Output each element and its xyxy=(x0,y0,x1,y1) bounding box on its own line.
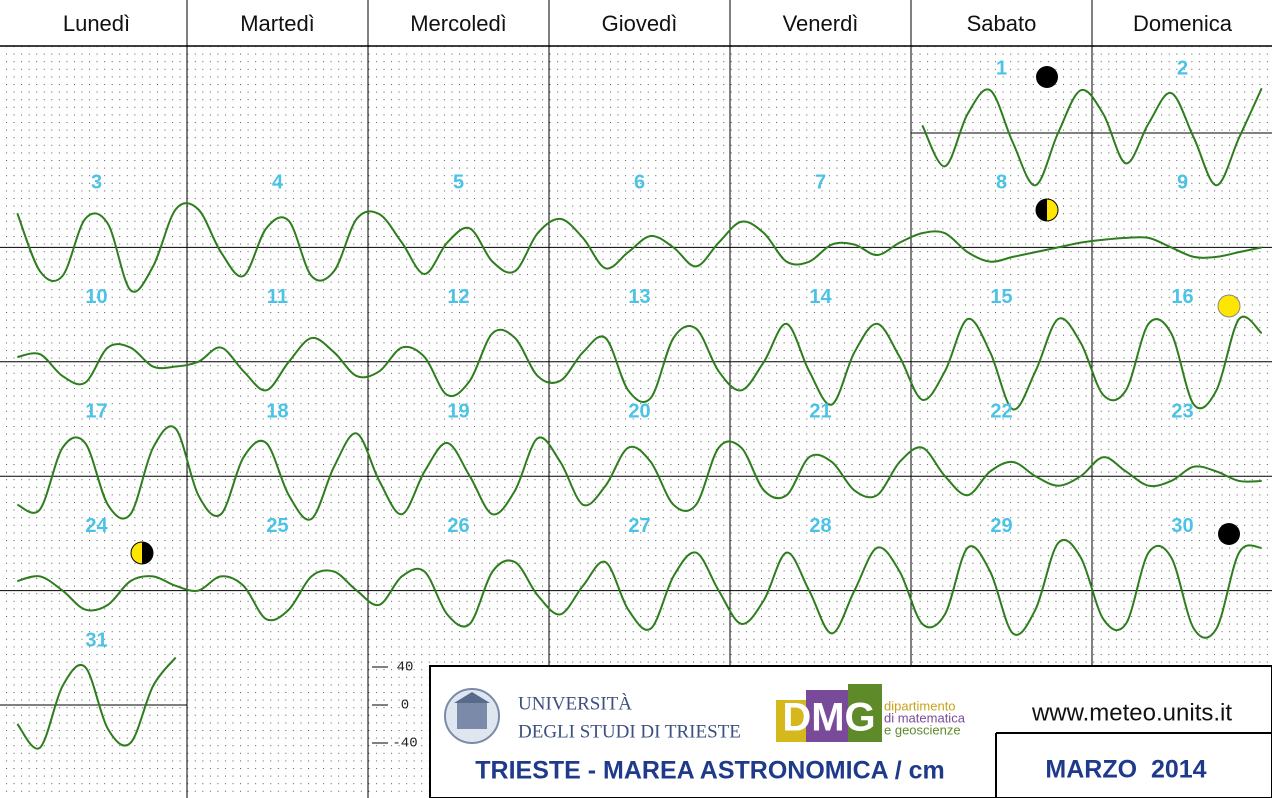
tide-curve xyxy=(17,538,1262,639)
day-number: 17 xyxy=(85,400,107,422)
day-number: 4 xyxy=(272,172,284,194)
footer: UNIVERSITÀ DEGLI STUDI DI TRIESTE DMG di… xyxy=(429,665,1272,798)
day-number: 6 xyxy=(634,172,645,194)
scale-label: 0 xyxy=(401,698,409,714)
day-number: 13 xyxy=(628,286,650,308)
university-seal xyxy=(444,688,500,744)
weekday-label: Mercoledì xyxy=(410,11,507,36)
day-number: 5 xyxy=(453,172,464,194)
day-number: 22 xyxy=(990,400,1012,422)
day-number: 3 xyxy=(91,172,102,194)
day-number: 25 xyxy=(266,515,288,537)
moon-last-quarter xyxy=(130,541,154,565)
day-number: 31 xyxy=(85,629,107,651)
day-number: 18 xyxy=(266,400,288,422)
day-number: 21 xyxy=(809,400,831,422)
footer-title: TRIESTE - MAREA ASTRONOMICA / cm xyxy=(475,757,944,785)
day-number: 29 xyxy=(990,515,1012,537)
day-number: 8 xyxy=(996,172,1007,194)
curves xyxy=(16,87,1263,750)
weekday-label: Lunedì xyxy=(63,11,130,36)
day-number: 9 xyxy=(1177,172,1188,194)
day-number: 15 xyxy=(990,286,1012,308)
tide-curve xyxy=(921,87,1263,187)
university-name: UNIVERSITÀ xyxy=(518,692,632,714)
day-number: 2 xyxy=(1177,57,1188,79)
weekday-label: Martedì xyxy=(240,11,315,36)
scale-label: 40 xyxy=(397,660,414,676)
scale-label: -40 xyxy=(392,736,417,752)
moon-full xyxy=(1217,294,1241,318)
weekday-label: Giovedì xyxy=(602,11,678,36)
day-number: 20 xyxy=(628,400,650,422)
dept-logo: DMG xyxy=(776,684,882,742)
tide-curve xyxy=(16,656,177,750)
website: www.meteo.units.it xyxy=(1031,699,1232,726)
day-number: 10 xyxy=(85,286,107,308)
dept-logo-text: DMG xyxy=(782,696,875,740)
day-number: 14 xyxy=(809,286,832,308)
day-number: 24 xyxy=(85,515,108,537)
dept-name: di matematica xyxy=(884,710,966,725)
day-number: 16 xyxy=(1171,286,1193,308)
dept-name: e geoscienze xyxy=(884,722,961,737)
tide-curve xyxy=(17,315,1263,411)
day-number: 26 xyxy=(447,515,469,537)
moon-new xyxy=(1036,66,1058,88)
day-number: 27 xyxy=(628,515,650,537)
day-number: 23 xyxy=(1171,400,1193,422)
tide-curve xyxy=(16,425,1262,521)
labels: Lunedì Martedì Mercoledì Giovedì Venerdì Saba… xyxy=(63,11,1233,752)
weekday-label: Domenica xyxy=(1133,11,1233,36)
moon-first-quarter xyxy=(1035,198,1059,222)
weekday-label: Sabato xyxy=(967,11,1037,36)
university-name: DEGLI STUDI DI TRIESTE xyxy=(518,721,741,742)
day-number: 12 xyxy=(447,286,469,308)
weekday-label: Venerdì xyxy=(783,11,859,36)
day-number: 11 xyxy=(267,286,288,308)
day-number: 30 xyxy=(1171,515,1193,537)
day-number: 19 xyxy=(447,400,469,422)
day-number: 1 xyxy=(996,57,1007,79)
day-number: 7 xyxy=(815,172,826,194)
moon-new xyxy=(1218,523,1240,545)
tide-curve xyxy=(16,202,1262,293)
dept-name: dipartimento xyxy=(884,698,956,713)
day-number: 28 xyxy=(809,515,831,537)
month: MARZO 2014 xyxy=(1045,756,1206,784)
